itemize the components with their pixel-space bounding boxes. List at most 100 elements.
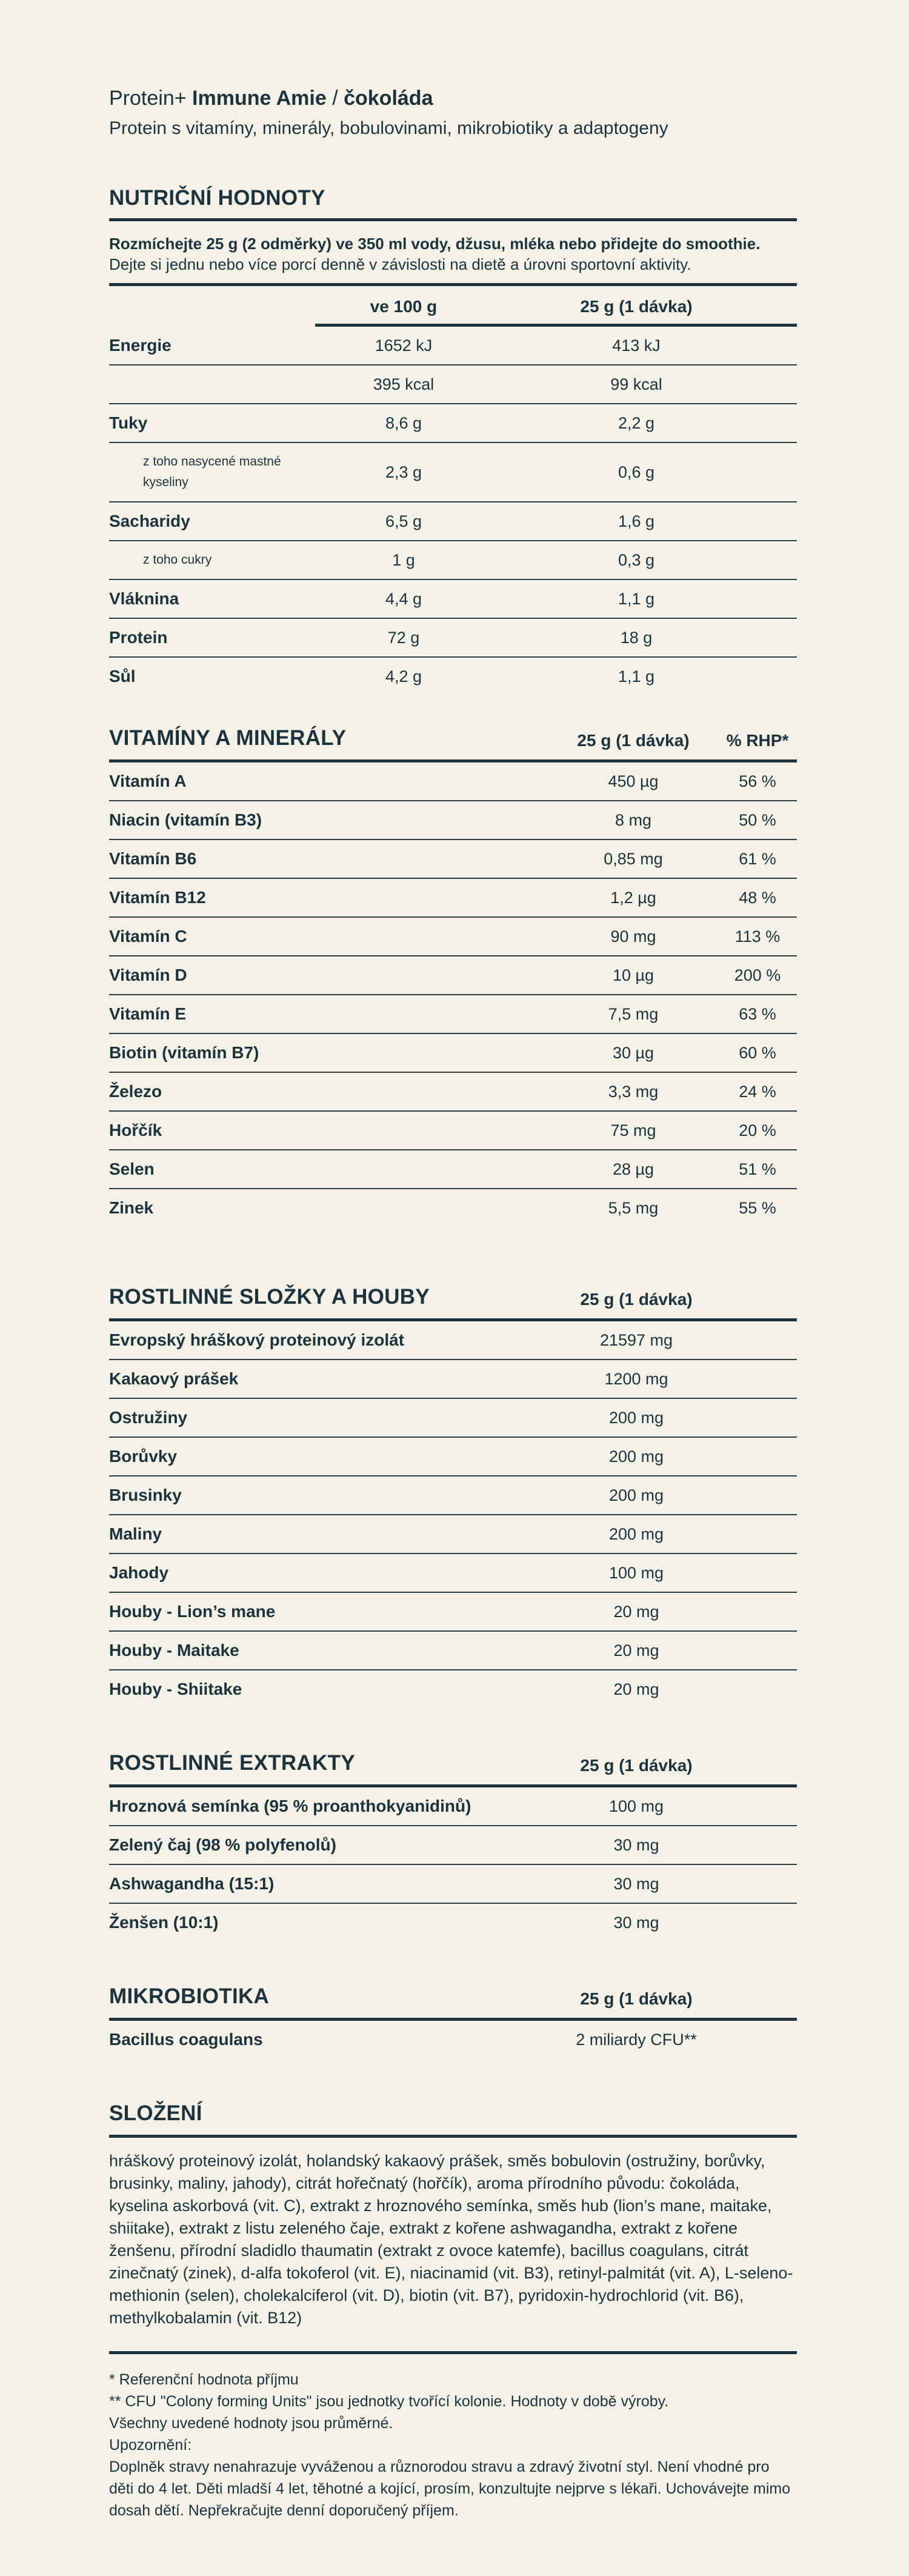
table-row: 395 kcal 99 kcal [109, 364, 797, 403]
instruction-regular: Dejte si jednu nebo více porcí denně v z… [109, 255, 691, 273]
section-heading-ingredients: SLOŽENÍ [109, 2101, 202, 2125]
row-label: Bacillus coagulans [109, 2030, 263, 2049]
row-label: Vitamín B12 [109, 888, 206, 907]
table-row: Ashwagandha (15:1) 30 mg [109, 1864, 797, 1903]
footnote-line: Všechny uvedené hodnoty jsou průměrné. [109, 2415, 393, 2432]
divider [109, 218, 797, 221]
row-value-amount: 200 mg [608, 1486, 664, 1504]
table-row: Jahody 100 mg [109, 1553, 797, 1592]
column-header-rhp: % RHP* [726, 731, 789, 750]
row-label: Houby - Lion’s mane [109, 1602, 276, 1621]
row-label: Kakaový prášek [109, 1369, 239, 1388]
table-row: Vitamín A 450 µg 56 % [109, 762, 797, 800]
microbiotics-table: Bacillus coagulans 2 miliardy CFU** [109, 2021, 797, 2058]
column-header-serving: 25 g (1 dávka) [580, 1989, 693, 2008]
extracts-table: Hroznová semínka (95 % proanthokyanidinů… [109, 1787, 797, 1941]
botanicals-table-header: ROSTLINNÉ SLOŽKY A HOUBY 25 g (1 dávka) [109, 1284, 797, 1321]
table-row: Tuky 8,6 g 2,2 g [109, 403, 797, 442]
row-value-per100: 6,5 g [385, 512, 422, 530]
row-value-serving: 1,6 g [618, 512, 655, 530]
table-row: Sůl 4,2 g 1,1 g [109, 656, 797, 695]
row-label: Hroznová semínka (95 % proanthokyanidinů… [109, 1797, 471, 1815]
serving-instructions: Rozmíchejte 25 g (2 odměrky) ve 350 ml v… [109, 233, 797, 275]
section-heading-botanicals: ROSTLINNÉ SLOŽKY A HOUBY [109, 1285, 430, 1309]
table-row: z toho nasycené mastné kyseliny 2,3 g 0,… [109, 442, 797, 501]
row-value-rhp: 50 % [739, 811, 776, 829]
table-row: Hořčík 75 mg 20 % [109, 1110, 797, 1149]
row-value-amount: 20 mg [613, 1641, 659, 1660]
ingredients-text: hráškový proteinový izolát, holandský ka… [109, 2152, 793, 2327]
row-label: Vitamín E [109, 1004, 187, 1023]
row-value-rhp: 55 % [739, 1199, 776, 1217]
row-value-amount: 30 mg [613, 1836, 659, 1854]
row-value-serving: 0,3 g [618, 551, 655, 569]
row-value-amount: 200 mg [608, 1525, 664, 1543]
table-row: Ženšen (10:1) 30 mg [109, 1903, 797, 1941]
section-heading-vitamins: VITAMÍNY A MINERÁLY [109, 726, 347, 750]
divider [109, 283, 797, 286]
table-row: Maliny 200 mg [109, 1514, 797, 1553]
microbiotics-table-header: MIKROBIOTIKA 25 g (1 dávka) [109, 1984, 797, 2021]
content-column: Protein+ Immune Amie / čokoláda Protein … [109, 87, 797, 2521]
row-value-serving: 413 kJ [612, 336, 661, 355]
table-row: Vitamín E 7,5 mg 63 % [109, 994, 797, 1033]
divider [315, 324, 797, 327]
row-label: Jahody [109, 1563, 169, 1582]
row-label: z toho cukry [143, 553, 212, 567]
extracts-table-header: ROSTLINNÉ EXTRAKTY 25 g (1 dávka) [109, 1750, 797, 1787]
row-label: Ashwagandha (15:1) [109, 1874, 275, 1893]
row-value-serving: 1,1 g [618, 667, 655, 686]
table-row: Vitamín D 10 µg 200 % [109, 955, 797, 994]
row-label: Železo [109, 1082, 162, 1101]
section-heading-extracts: ROSTLINNÉ EXTRAKTY [109, 1751, 355, 1775]
table-row: Vitamín B6 0,85 mg 61 % [109, 839, 797, 878]
row-value-amount: 450 µg [608, 772, 659, 790]
product-name: Immune Amie [192, 87, 327, 110]
row-label: Vitamín C [109, 927, 187, 946]
table-row: Bacillus coagulans 2 miliardy CFU** [109, 2021, 797, 2058]
table-row: z toho cukry 1 g 0,3 g [109, 540, 797, 579]
product-subtitle: Protein s vitamíny, minerály, bobulovina… [109, 118, 668, 138]
table-row: Zelený čaj (98 % polyfenolů) 30 mg [109, 1825, 797, 1864]
row-value-per100: 8,6 g [385, 414, 422, 432]
row-value-amount: 30 mg [613, 1914, 659, 1932]
row-value-serving: 18 g [620, 629, 653, 647]
row-label: Ženšen (10:1) [109, 1913, 219, 1932]
row-value-rhp: 200 % [734, 966, 781, 984]
footnotes: * Referenční hodnota příjmu ** CFU "Colo… [109, 2369, 797, 2521]
row-value-amount: 2 miliardy CFU** [576, 2030, 697, 2049]
row-value-amount: 30 mg [613, 1875, 659, 1893]
table-row: Houby - Lion’s mane 20 mg [109, 1592, 797, 1630]
row-value-rhp: 51 % [739, 1160, 776, 1178]
row-value-amount: 10 µg [612, 966, 654, 984]
row-label: Sacharidy [109, 512, 190, 530]
row-label: Evropský hráškový proteinový izolát [109, 1330, 405, 1349]
row-value-per100: 1652 kJ [375, 336, 433, 355]
row-label: Maliny [109, 1524, 162, 1543]
product-flavor: čokoláda [344, 87, 433, 110]
row-value-amount: 200 mg [608, 1409, 664, 1427]
footnote-line: * Referenční hodnota příjmu [109, 2371, 299, 2388]
vitamins-minerals-section: VITAMÍNY A MINERÁLY 25 g (1 dávka) % RHP… [109, 726, 797, 1227]
table-row: Sacharidy 6,5 g 1,6 g [109, 501, 797, 540]
row-label: Zinek [109, 1198, 154, 1217]
row-value-rhp: 113 % [734, 927, 781, 946]
row-value-serving: 2,2 g [618, 414, 655, 432]
row-label: Houby - Shiitake [109, 1680, 242, 1698]
section-heading-nutrition: NUTRIČNÍ HODNOTY [109, 186, 325, 210]
row-label: Vitamín D [109, 966, 187, 984]
footnote-line: ** CFU "Colony forming Units" jsou jedno… [109, 2393, 669, 2410]
row-value-per100: 1 g [392, 551, 415, 569]
column-header-serving: 25 g (1 dávka) [577, 731, 690, 750]
row-value-amount: 3,3 mg [608, 1083, 659, 1101]
table-row: Evropský hráškový proteinový izolát 2159… [109, 1321, 797, 1359]
row-value-amount: 100 mg [608, 1564, 664, 1582]
row-value-rhp: 61 % [739, 850, 776, 868]
row-label: Niacin (vitamín B3) [109, 810, 262, 829]
row-value-per100: 395 kcal [373, 375, 435, 393]
row-value-serving: 0,6 g [618, 463, 655, 481]
nutrition-table: Energie 1652 kJ 413 kJ 395 kcal 99 kcal … [109, 327, 797, 695]
row-label: Energie [109, 336, 171, 355]
column-header-serving: 25 g (1 dávka) [580, 1756, 693, 1775]
title-separator: / [332, 87, 338, 110]
